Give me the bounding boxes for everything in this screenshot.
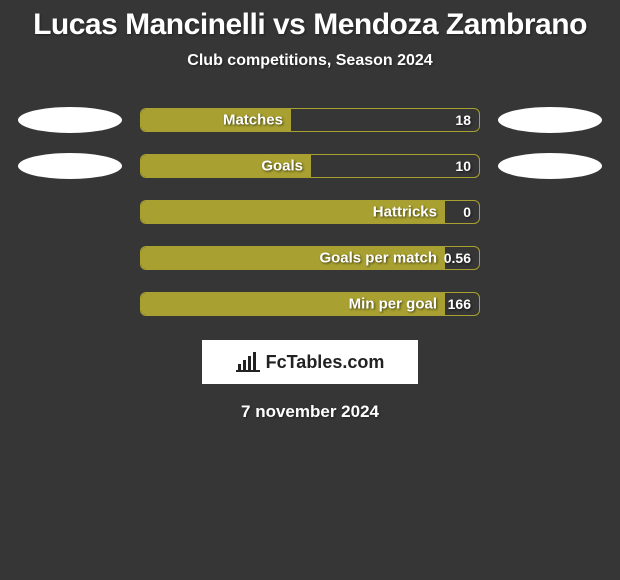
brand-logo-text: FcTables.com: [266, 352, 385, 373]
stat-row: Hattricks 0: [0, 200, 620, 224]
bar-chart-icon: [236, 352, 260, 372]
stat-bar-fill: Goals: [141, 155, 311, 177]
stat-row: Min per goal 166: [0, 292, 620, 316]
subtitle: Club competitions, Season 2024: [0, 52, 620, 70]
stat-bar-fill: Min per goal: [141, 293, 445, 315]
date-label: 7 november 2024: [0, 402, 620, 422]
right-marker-ellipse: [498, 153, 602, 179]
stats-area: Matches 18 Goals 10 Hattricks 0: [0, 108, 620, 316]
stat-row: Matches 18: [0, 108, 620, 132]
stat-row: Goals per match 0.56: [0, 246, 620, 270]
stat-bar: Matches 18: [140, 108, 480, 132]
stat-label: Hattricks: [373, 204, 437, 221]
stat-value: 10: [455, 158, 471, 174]
stat-bar: Min per goal 166: [140, 292, 480, 316]
stat-label: Matches: [223, 112, 283, 129]
stat-bar-fill: Goals per match: [141, 247, 445, 269]
stat-bar: Goals 10: [140, 154, 480, 178]
left-marker-ellipse: [18, 107, 122, 133]
stat-bar-fill: Hattricks: [141, 201, 445, 223]
stat-label: Goals per match: [319, 250, 437, 267]
brand-logo[interactable]: FcTables.com: [202, 340, 418, 384]
comparison-card: Lucas Mancinelli vs Mendoza Zambrano Clu…: [0, 0, 620, 422]
stat-label: Goals: [261, 158, 303, 175]
stat-label: Min per goal: [349, 296, 437, 313]
stat-value: 0.56: [444, 250, 471, 266]
stat-row: Goals 10: [0, 154, 620, 178]
stat-value: 0: [463, 204, 471, 220]
page-title: Lucas Mancinelli vs Mendoza Zambrano: [0, 8, 620, 42]
right-marker-ellipse: [498, 107, 602, 133]
stat-bar-fill: Matches: [141, 109, 291, 131]
stat-value: 18: [455, 112, 471, 128]
stat-value: 166: [448, 296, 471, 312]
stat-bar: Hattricks 0: [140, 200, 480, 224]
stat-bar: Goals per match 0.56: [140, 246, 480, 270]
left-marker-ellipse: [18, 153, 122, 179]
